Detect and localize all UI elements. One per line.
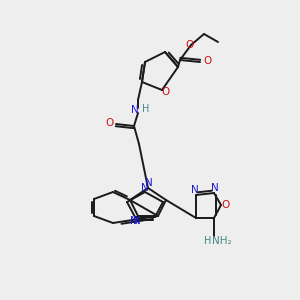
Text: H: H	[204, 236, 212, 246]
Text: N: N	[130, 216, 138, 226]
Text: N: N	[133, 216, 141, 226]
Text: O: O	[222, 200, 230, 210]
Text: O: O	[203, 56, 211, 66]
Text: N: N	[211, 183, 219, 193]
Text: NH₂: NH₂	[212, 236, 232, 246]
Text: O: O	[105, 118, 113, 128]
Text: N: N	[141, 183, 149, 193]
Text: O: O	[162, 87, 170, 97]
Text: O: O	[186, 40, 194, 50]
Text: N: N	[145, 178, 153, 188]
Text: N: N	[131, 105, 139, 115]
Text: N: N	[191, 185, 199, 195]
Text: H: H	[142, 104, 150, 114]
